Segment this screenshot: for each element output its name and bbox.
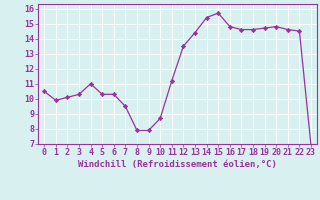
- X-axis label: Windchill (Refroidissement éolien,°C): Windchill (Refroidissement éolien,°C): [78, 160, 277, 169]
